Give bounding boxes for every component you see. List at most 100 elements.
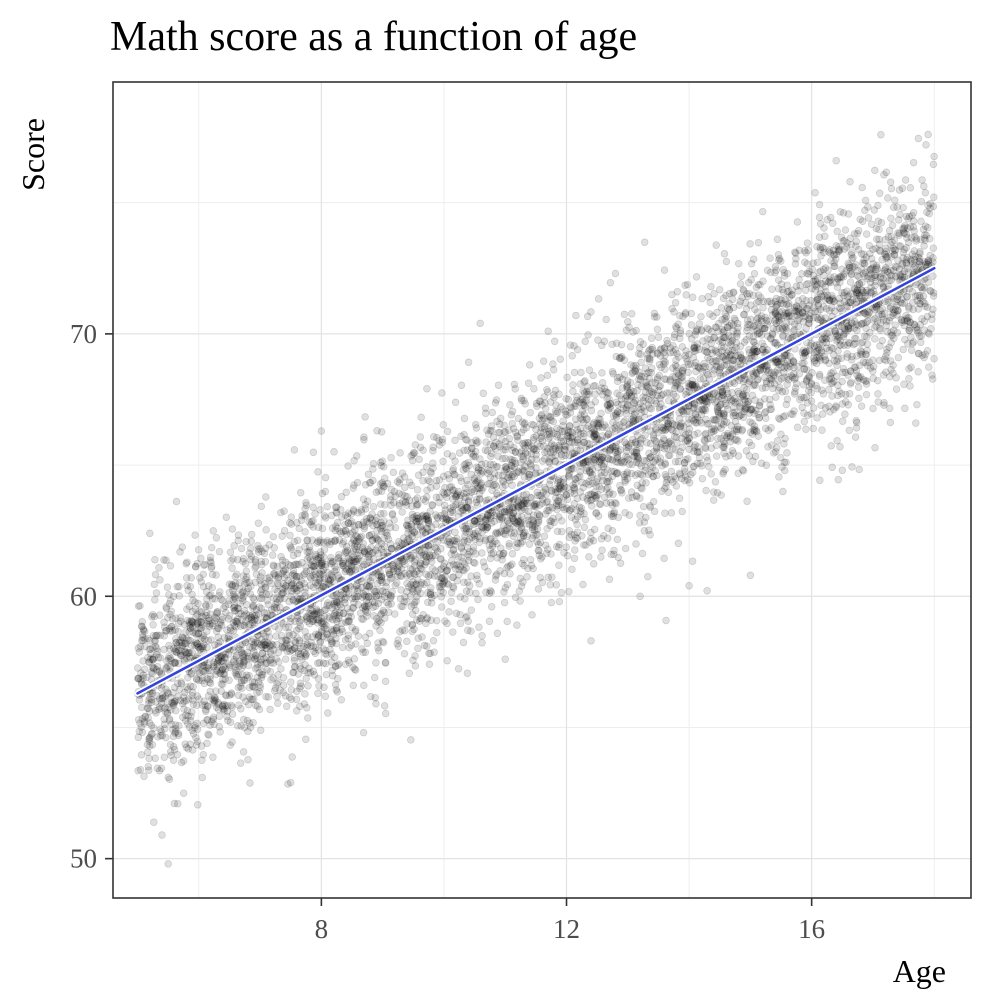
scatter-point: [612, 444, 620, 453]
scatter-point: [166, 654, 175, 662]
scatter-point: [911, 252, 919, 261]
scatter-point: [198, 701, 207, 709]
scatter-point: [143, 748, 152, 756]
scatter-point: [562, 491, 571, 499]
scatter-point: [381, 709, 390, 718]
scatter-point: [355, 551, 364, 560]
scatter-point: [645, 375, 654, 383]
scatter-point: [540, 532, 549, 540]
major-gridlines: [113, 82, 971, 898]
scatter-point: [783, 269, 792, 278]
scatter-point: [838, 377, 846, 386]
scatter-point: [910, 227, 918, 235]
scatter-point: [720, 417, 729, 426]
scatter-point: [539, 357, 548, 365]
scatter-point: [576, 446, 584, 454]
scatter-point: [502, 526, 511, 534]
scatter-point: [205, 666, 214, 675]
scatter-point: [783, 357, 792, 365]
scatter-point: [594, 423, 603, 431]
scatter-point: [234, 683, 242, 692]
scatter-point: [446, 538, 454, 547]
scatter-point: [880, 355, 888, 364]
scatter-point: [263, 609, 271, 617]
scatter-point: [243, 600, 251, 609]
scatter-point: [225, 663, 234, 672]
scatter-point: [910, 247, 919, 255]
scatter-point: [437, 574, 446, 583]
scatter-point: [641, 388, 650, 397]
scatter-point: [475, 623, 483, 631]
scatter-point: [747, 405, 756, 414]
scatter-point: [544, 573, 552, 582]
scatter-point: [571, 546, 579, 554]
scatter-point: [640, 238, 649, 246]
scatter-point: [886, 304, 894, 313]
scatter-point: [488, 486, 496, 494]
scatter-point: [570, 368, 579, 377]
scatter-point: [433, 628, 441, 637]
scatter-point: [629, 417, 637, 425]
scatter-point: [422, 528, 430, 537]
scatter-point: [732, 425, 741, 434]
scatter-point: [400, 649, 409, 658]
scatter-point: [158, 694, 167, 703]
scatter-point: [661, 358, 670, 367]
scatter-point: [437, 603, 446, 611]
scatter-point: [699, 375, 708, 383]
scatter-point: [476, 517, 485, 526]
scatter-point: [508, 473, 516, 481]
scatter-point: [535, 551, 544, 560]
scatter-point: [531, 522, 539, 531]
scatter-point: [471, 559, 479, 567]
scatter-point: [594, 336, 602, 344]
scatter-point: [568, 352, 577, 360]
scatter-point: [327, 559, 335, 568]
scatter-point: [511, 385, 519, 393]
scatter-point: [350, 665, 359, 673]
scatter-point: [331, 537, 339, 546]
scatter-point: [828, 463, 836, 472]
scatter-point: [292, 626, 301, 635]
scatter-point: [235, 701, 243, 709]
scatter-point: [818, 335, 826, 344]
scatter-point: [704, 293, 712, 301]
scatter-point: [511, 448, 520, 456]
scatter-point: [918, 176, 926, 184]
scatter-point: [707, 428, 716, 436]
scatter-point: [591, 390, 599, 398]
scatter-point: [687, 321, 696, 329]
scatter-point: [847, 378, 855, 387]
scatter-point: [613, 454, 621, 463]
scatter-point: [898, 318, 906, 326]
scatter-point: [594, 512, 603, 520]
scatter-point: [494, 429, 503, 437]
scatter-point: [361, 505, 370, 513]
scatter-point: [674, 539, 683, 548]
scatter-point: [905, 374, 913, 383]
scatter-point: [841, 410, 849, 419]
scatter-point: [776, 415, 784, 423]
scatter-point: [914, 368, 922, 376]
scatter-point: [921, 302, 929, 311]
scatter-point: [702, 415, 710, 424]
scatter-point: [287, 678, 295, 686]
scatter-point: [736, 402, 744, 411]
scatter-point: [282, 636, 291, 645]
scatter-point: [754, 238, 763, 247]
scatter-point: [779, 413, 788, 421]
scatter-point: [270, 562, 278, 570]
scatter-point: [582, 479, 590, 488]
scatter-point: [201, 560, 209, 569]
scatter-point: [317, 618, 326, 627]
scatter-point: [133, 664, 142, 672]
scatter-point: [747, 259, 756, 268]
scatter-point: [206, 553, 215, 562]
scatter-point: [754, 281, 763, 289]
scatter-point: [213, 608, 222, 616]
scatter-point: [386, 523, 395, 532]
scatter-point: [532, 446, 540, 455]
scatter-point: [456, 610, 464, 619]
scatter-point: [440, 510, 448, 518]
scatter-point: [551, 407, 560, 416]
